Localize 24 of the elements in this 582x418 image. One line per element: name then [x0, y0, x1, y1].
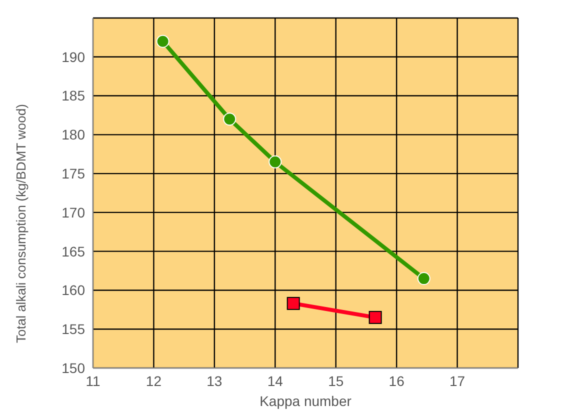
x-tick-label: 14 [267, 372, 284, 389]
x-tick-label: 13 [206, 372, 222, 389]
x-tick-label: 15 [328, 372, 344, 389]
point [156, 34, 170, 48]
y-tick-label: 190 [62, 48, 86, 65]
y-tick-label: 180 [62, 126, 86, 143]
y-tick-label: 165 [62, 243, 86, 260]
y-tick-label: 170 [62, 204, 86, 220]
point [417, 272, 430, 286]
x-tick-label: 12 [146, 372, 162, 389]
y-tick-label: 160 [62, 282, 86, 298]
x-axis-title: Kappa number [260, 393, 352, 409]
y-tick-label: 185 [62, 88, 86, 104]
y-axis-title: Total alkali consumption (kg/BDMT wood) [14, 104, 29, 343]
x-tick-label: 11 [86, 372, 100, 389]
y-tick-label: 150 [62, 360, 86, 376]
x-tick-label: 17 [449, 372, 466, 389]
y-tick-label: 155 [62, 321, 86, 338]
point [368, 310, 382, 324]
x-tick-label: 16 [388, 372, 405, 389]
point [223, 112, 236, 126]
y-tick-label: 175 [62, 166, 86, 182]
point [268, 155, 282, 168]
point [286, 296, 300, 310]
